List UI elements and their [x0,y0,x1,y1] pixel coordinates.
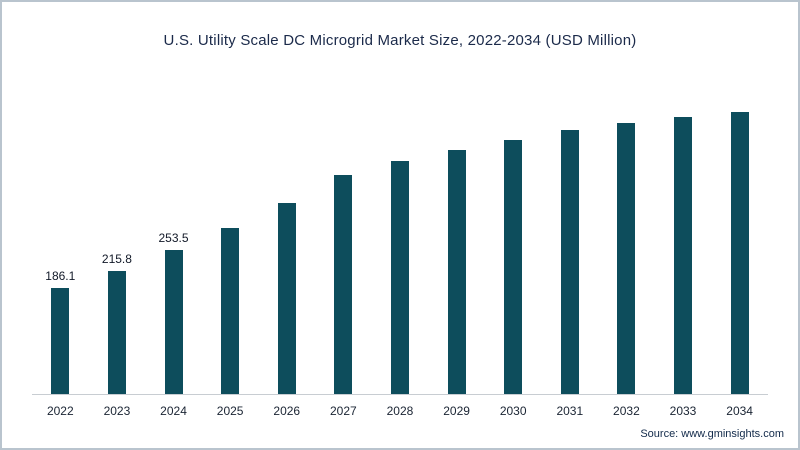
bar-group [655,117,712,394]
bar [51,288,70,394]
x-axis-tick-label: 2028 [386,404,414,418]
bar-group [711,112,768,394]
bar-group [372,161,429,394]
x-axis-tick-label: 2033 [669,404,697,418]
x-axis-tick-label: 2023 [103,404,131,418]
bar-group: 253.5 [145,231,202,394]
bar [390,161,409,394]
bar-group: 215.8 [89,252,146,394]
x-axis-tick-label: 2027 [330,404,357,418]
bar [221,228,240,394]
x-axis-tick-label: 2034 [726,404,753,418]
bar [334,175,353,394]
x-axis-tick-label: 2029 [443,404,470,418]
source-credit: Source: www.gminsights.com [640,428,784,440]
bar-group [541,130,598,394]
x-axis-line [32,394,768,395]
bar-chart: 186.1 215.8 253.5 2022 2023 2024 2025 2026 2027… [32,98,768,418]
bar-group: 186.1 [32,269,89,394]
bar [674,117,692,394]
x-axis-labels: 2022 2023 2024 2025 2026 2027 2028 2029 2030 2031… [32,404,768,418]
bar [617,123,636,394]
bar-value-label: 186.1 [45,269,76,283]
bar-group [258,203,315,394]
x-axis-tick-label: 2031 [556,404,584,418]
bar [164,250,183,394]
bar-group [485,140,542,394]
x-axis-tick-label: 2032 [613,404,640,418]
x-axis-tick-label: 2025 [216,404,244,418]
bar-group [315,175,372,394]
bar [107,271,126,394]
x-axis-tick-label: 2024 [160,404,187,418]
bars-container: 186.1 215.8 253.5 [32,98,768,394]
bar-group [428,150,485,394]
x-axis-tick-label: 2026 [273,404,301,418]
chart-title: U.S. Utility Scale DC Microgrid Market S… [163,32,637,49]
bar [560,130,579,394]
bar-value-label: 215.8 [101,252,132,266]
bar [730,112,749,394]
bar-group [598,123,655,394]
x-axis-tick-label: 2030 [499,404,527,418]
bar [447,150,466,394]
bar [504,140,523,394]
bar-group [202,228,259,394]
x-axis-tick-label: 2022 [46,404,74,418]
bar-value-label: 253.5 [158,231,189,245]
bar [277,203,296,394]
